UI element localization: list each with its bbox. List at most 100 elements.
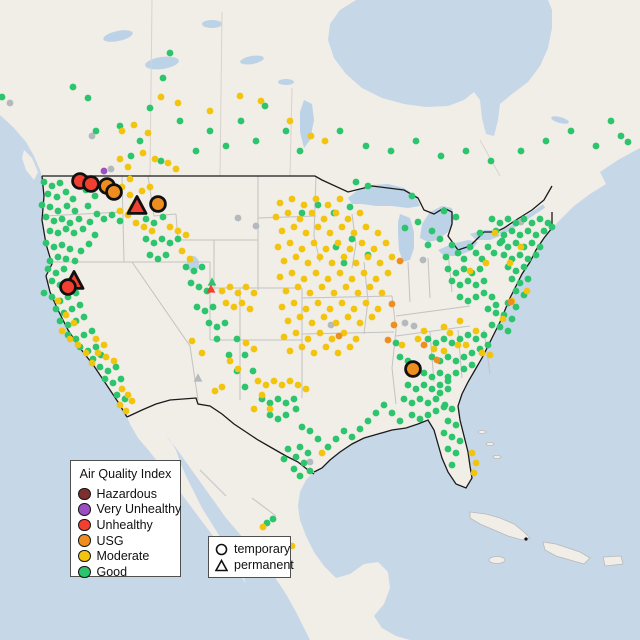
station-dot-good — [532, 251, 540, 259]
station-dot-good — [542, 137, 550, 145]
station-dot-good — [117, 375, 125, 383]
station-dot-moderate — [364, 253, 372, 261]
station-dot-good — [348, 433, 356, 441]
legend-item-moderate: Moderate — [78, 548, 173, 564]
station-dot-moderate — [346, 343, 354, 351]
bahamas-2 — [485, 441, 495, 446]
station-dot-good — [452, 269, 460, 277]
station-dot-good — [444, 353, 452, 361]
station-dot-good — [157, 157, 165, 165]
station-dot-good — [42, 213, 50, 221]
station-dot-moderate — [308, 319, 316, 327]
station-dot-good — [92, 343, 100, 351]
station-dot-moderate — [100, 341, 108, 349]
canadian-lakes — [103, 20, 569, 148]
station-dot-good — [346, 203, 354, 211]
station-dot-moderate — [300, 275, 308, 283]
station-dot-good — [108, 211, 116, 219]
station-dot-good — [80, 331, 88, 339]
station-dot-good — [412, 137, 420, 145]
station-dot-good — [492, 309, 500, 317]
station-dot-good — [77, 247, 85, 255]
station-dot-moderate — [308, 209, 316, 217]
station-dot-good — [520, 215, 528, 223]
station-dot-good — [213, 323, 221, 331]
aqi-legend-title: Air Quality Index — [79, 467, 172, 481]
station-dot-good — [536, 215, 544, 223]
station-dot-moderate — [300, 201, 308, 209]
hazardous-swatch-icon — [78, 487, 91, 501]
station-dot-moderate — [226, 283, 234, 291]
station-dot-moderate — [140, 223, 148, 231]
station-dot-good — [69, 83, 77, 91]
station-dot-good — [68, 305, 76, 313]
station-dot-good — [48, 277, 56, 285]
station-dot-moderate — [284, 209, 292, 217]
station-dot-moderate — [132, 219, 140, 227]
station-dot-good — [396, 417, 404, 425]
station-dot-good — [448, 241, 456, 249]
station-dot-moderate — [296, 313, 304, 321]
station-dot-usg — [396, 257, 404, 265]
station-dot-moderate — [178, 247, 186, 255]
station-dot-moderate — [298, 343, 306, 351]
station-dot-good — [336, 127, 344, 135]
station-dot-good — [516, 231, 524, 239]
station-dot-moderate — [278, 227, 286, 235]
legend-item-very-unhealthy: Very Unhealthy — [78, 502, 181, 518]
station-dot-good — [442, 253, 450, 261]
station-dot-moderate — [366, 283, 374, 291]
station-dot-moderate — [362, 223, 370, 231]
station-dot-moderate — [198, 349, 206, 357]
usg-swatch-icon — [78, 534, 91, 547]
station-dot-good — [0, 93, 6, 101]
station-dot-moderate — [374, 229, 382, 237]
station-dot-moderate — [276, 199, 284, 207]
station-dot-good — [480, 277, 488, 285]
vancouver-island — [22, 150, 38, 180]
station-dot-missing — [419, 256, 427, 264]
station-dot-good — [237, 117, 245, 125]
station-dot-moderate — [358, 239, 366, 247]
station-dot-moderate — [356, 209, 364, 217]
station-dot-moderate — [92, 335, 100, 343]
station-dot-good — [472, 293, 480, 301]
station-dot-good — [487, 157, 495, 165]
station-dot-moderate — [278, 303, 286, 311]
station-dot-moderate — [254, 377, 262, 385]
station-dot-good — [332, 435, 340, 443]
station-dot-moderate — [286, 377, 294, 385]
station-dot-moderate — [304, 335, 312, 343]
station-dot-good — [116, 217, 124, 225]
station-dot-missing — [6, 99, 14, 107]
city-dot — [524, 537, 528, 541]
station-dot-moderate — [218, 287, 226, 295]
station-dot-moderate — [174, 227, 182, 235]
station-dot-good — [201, 307, 209, 315]
station-dot-moderate — [280, 257, 288, 265]
station-dot-good — [53, 193, 61, 201]
station-dot-good — [52, 269, 60, 277]
station-dot-good — [432, 395, 440, 403]
station-dot-good — [392, 339, 400, 347]
station-dot-good — [624, 138, 632, 146]
station-dot-good — [60, 265, 68, 273]
station-dot-good — [195, 283, 203, 291]
station-dot-good — [290, 395, 298, 403]
station-dot-good — [44, 265, 52, 273]
station-dot-good — [496, 323, 504, 331]
station-dot-usg — [388, 300, 396, 308]
station-dot-good — [296, 147, 304, 155]
station-dot-good — [306, 467, 314, 475]
station-dot-moderate — [280, 333, 288, 341]
station-dot-moderate — [296, 215, 304, 223]
station-dot-good — [424, 335, 432, 343]
permanent-station-good — [207, 277, 217, 286]
permanent-station-unhealthy — [206, 284, 216, 293]
station-dot-good — [282, 399, 290, 407]
station-dot-good — [492, 301, 500, 309]
station-dot-good — [548, 223, 556, 231]
station-dot-moderate — [352, 335, 360, 343]
station-dot-moderate — [344, 215, 352, 223]
